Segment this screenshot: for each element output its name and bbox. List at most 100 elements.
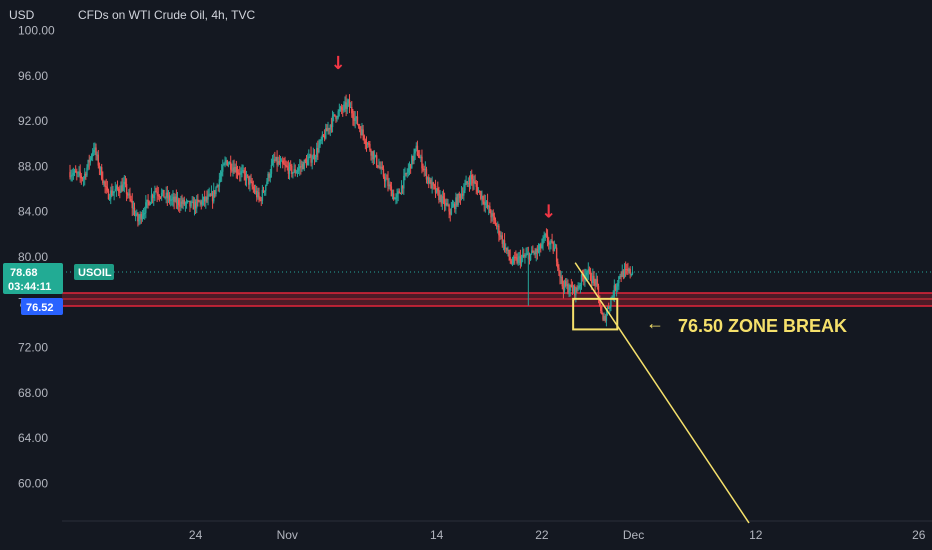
- candle-body: [329, 125, 331, 130]
- candle-body: [243, 170, 245, 174]
- candle-body: [459, 195, 462, 199]
- candle-body: [400, 185, 403, 194]
- candle-body: [316, 148, 318, 158]
- candle-body: [417, 155, 420, 158]
- candle-body: [105, 185, 107, 187]
- candle-body: [529, 253, 532, 261]
- candle-body: [296, 170, 299, 173]
- candle-body: [428, 177, 430, 184]
- candle-body: [495, 225, 498, 227]
- candle-body: [622, 270, 625, 278]
- candle-body: [424, 168, 427, 170]
- candle-body: [391, 193, 394, 197]
- chart-title: CFDs on WTI Crude Oil, 4h, TVC: [78, 8, 256, 22]
- candle-body: [86, 167, 88, 176]
- candle-body: [593, 275, 595, 280]
- last-price-value: 78.68: [10, 267, 38, 279]
- candle-body: [592, 275, 594, 284]
- candle-body: [355, 116, 358, 118]
- candle-body: [100, 167, 103, 180]
- candle-body: [612, 296, 614, 298]
- candle-body: [356, 116, 359, 125]
- candle-body: [320, 139, 322, 141]
- candle-body: [589, 271, 592, 281]
- candle-body: [370, 150, 372, 156]
- candle-body: [246, 174, 249, 177]
- candle-body: [132, 207, 135, 209]
- candle-body: [560, 276, 562, 278]
- candle-body: [234, 166, 236, 173]
- candle-body: [461, 193, 464, 196]
- candle-body: [227, 164, 230, 166]
- symbol-label: USOIL: [78, 267, 112, 279]
- candle-body: [236, 172, 239, 174]
- candle-body: [98, 165, 101, 169]
- x-tick-label: 14: [430, 528, 444, 542]
- candle-body: [365, 143, 368, 145]
- candle-body: [352, 113, 354, 119]
- candle-body: [457, 193, 459, 206]
- candle-body: [69, 172, 71, 178]
- candle-body: [624, 269, 627, 271]
- candle-body: [515, 257, 517, 259]
- candle-body: [587, 269, 590, 273]
- candle-body: [403, 175, 405, 189]
- candle-body: [256, 190, 258, 198]
- candle-body: [99, 167, 102, 169]
- annotation-text[interactable]: 76.50 ZONE BREAK: [678, 316, 847, 336]
- candle-body: [363, 135, 365, 141]
- candle-body: [284, 164, 286, 166]
- candle-body: [318, 145, 320, 153]
- candle-body: [168, 195, 171, 201]
- candle-body: [543, 237, 545, 239]
- candle-body: [91, 152, 94, 157]
- candle-body: [604, 316, 606, 321]
- candle-body: [518, 256, 520, 258]
- x-tick-label: 12: [749, 528, 763, 542]
- candle-body: [360, 129, 362, 136]
- candle-body: [208, 194, 210, 196]
- candle-body: [304, 160, 307, 162]
- candle-body: [371, 151, 373, 156]
- candle-body: [342, 109, 344, 111]
- candle-body: [550, 240, 552, 243]
- candle-body: [266, 181, 268, 186]
- candle-body: [193, 201, 196, 210]
- projection-trendline[interactable]: [574, 262, 750, 524]
- candle-body: [542, 238, 544, 245]
- candle-body: [85, 173, 87, 176]
- candle-body: [578, 285, 580, 289]
- candle-body: [150, 195, 153, 203]
- candle-body: [286, 165, 288, 168]
- candle-body: [146, 199, 148, 203]
- candle-body: [215, 187, 217, 195]
- candle-body: [237, 172, 240, 174]
- candle-body: [125, 184, 128, 195]
- candle-body: [202, 196, 205, 201]
- candle-body: [516, 257, 518, 263]
- candle-body: [588, 269, 591, 272]
- candle-body: [273, 159, 275, 161]
- candle-body: [265, 185, 267, 191]
- candle-body: [538, 244, 541, 250]
- candle-body: [431, 182, 433, 189]
- candle-body: [131, 200, 133, 209]
- candle-body: [572, 285, 575, 292]
- candle-body: [335, 115, 337, 119]
- candle-body: [382, 168, 385, 177]
- candle-body: [483, 201, 485, 205]
- candle-body: [257, 192, 259, 198]
- candle-body: [480, 191, 482, 199]
- candle-body: [117, 188, 120, 192]
- candle-body: [283, 163, 285, 165]
- candle-body: [328, 128, 330, 130]
- candle-body: [119, 191, 121, 193]
- candle-body: [299, 166, 301, 169]
- candle-body: [241, 170, 243, 172]
- breakout-box[interactable]: [572, 297, 619, 331]
- candle-body: [460, 193, 463, 199]
- candle-body: [306, 159, 309, 166]
- candle-body: [437, 188, 439, 191]
- candle-body: [523, 254, 525, 257]
